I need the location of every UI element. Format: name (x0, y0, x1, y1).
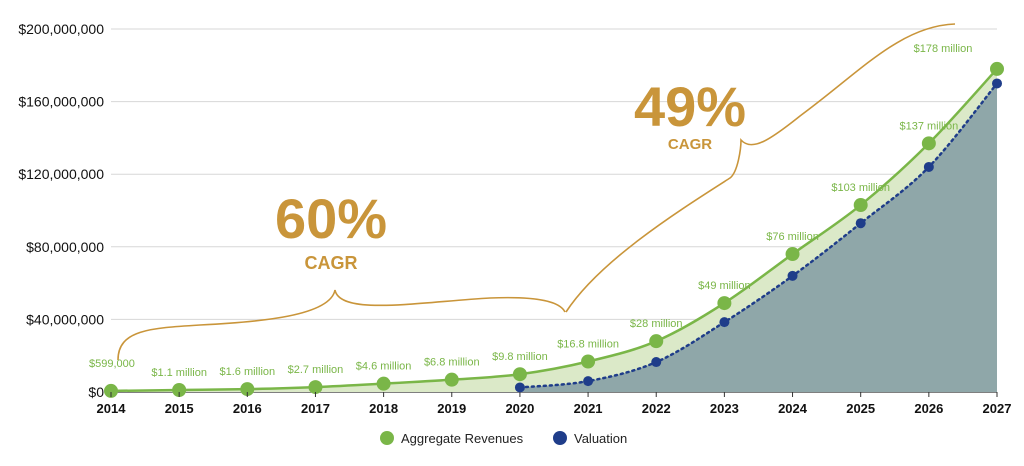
data-label: $28 million (630, 318, 683, 330)
legend-label-valuation: Valuation (574, 431, 627, 446)
x-tick-label: 2020 (505, 401, 534, 416)
revenue-point (717, 296, 732, 311)
data-label: $2.7 million (288, 364, 344, 376)
cagr-label: CAGR (668, 136, 712, 153)
x-tick-label: 2022 (642, 401, 671, 416)
valuation-point (787, 270, 798, 281)
cagr-value: 60% (275, 187, 387, 250)
x-tick-label: 2015 (165, 401, 194, 416)
revenue-point (308, 380, 323, 395)
x-tick-label: 2024 (778, 401, 808, 416)
x-tick-label: 2023 (710, 401, 739, 416)
x-tick-label: 2021 (574, 401, 603, 416)
valuation-point (514, 382, 525, 393)
x-tick-label: 2019 (437, 401, 466, 416)
revenue-point (104, 383, 118, 398)
revenue-point (649, 334, 664, 349)
data-label: $178 million (914, 43, 973, 55)
legend-marker-valuation (553, 431, 567, 445)
valuation-point (992, 78, 1002, 89)
revenue-point (376, 376, 391, 391)
x-tick-label: 2018 (369, 401, 398, 416)
areas (111, 68, 997, 393)
data-label: $4.6 million (356, 361, 412, 373)
x-tick-label: 2025 (846, 401, 875, 416)
x-tick-label: 2026 (914, 401, 943, 416)
data-label: $1.1 million (151, 367, 207, 379)
y-tick-label: $80,000,000 (26, 239, 104, 255)
cagr-label: CAGR (305, 253, 358, 273)
y-tick-label: $0 (88, 384, 104, 400)
cagr-brace (565, 23, 956, 313)
valuation-point (651, 357, 662, 368)
data-label: $16.8 million (557, 339, 619, 351)
valuation-point (583, 376, 594, 387)
legend-label-revenues: Aggregate Revenues (401, 431, 524, 446)
data-label: $6.8 million (424, 357, 480, 369)
y-tick-label: $160,000,000 (18, 94, 104, 110)
y-tick-label: $40,000,000 (26, 311, 104, 327)
data-label: $49 million (698, 280, 751, 292)
x-tick-label: 2014 (97, 401, 127, 416)
x-tick-label: 2027 (983, 401, 1012, 416)
data-points (104, 61, 1004, 398)
cagr-brace (117, 289, 566, 361)
x-tick-label: 2017 (301, 401, 330, 416)
cagr-value: 49% (634, 75, 746, 138)
valuation-point (719, 317, 730, 328)
legend: Aggregate Revenues Valuation (380, 431, 627, 446)
data-label: $9.8 million (492, 351, 548, 363)
revenue-point (172, 383, 187, 398)
x-tick-label: 2016 (233, 401, 262, 416)
revenue-point (853, 198, 868, 213)
y-tick-label: $200,000,000 (18, 21, 104, 37)
revenue-point (512, 367, 527, 382)
legend-marker-revenues (380, 431, 394, 445)
data-label: $103 million (831, 182, 890, 194)
revenue-point (921, 136, 936, 151)
revenue-point (240, 382, 255, 397)
data-label: $599,000 (89, 358, 135, 370)
data-label: $137 million (899, 120, 958, 132)
revenue-point (444, 372, 459, 387)
axes: $0 $40,000,000 $80,000,000 $120,000,000 $160… (18, 21, 1011, 416)
valuation-point (923, 161, 934, 172)
data-label: $76 million (766, 231, 819, 243)
y-tick-label: $120,000,000 (18, 166, 104, 182)
data-labels: $599,000 $1.1 million $1.6 million $2.7 mil… (89, 43, 972, 379)
revenue-point (990, 61, 1004, 76)
valuation-point (855, 218, 866, 229)
valuation-area (519, 83, 997, 392)
data-label: $1.6 million (219, 366, 275, 378)
revenue-point (581, 354, 596, 369)
revenue-point (785, 247, 800, 262)
